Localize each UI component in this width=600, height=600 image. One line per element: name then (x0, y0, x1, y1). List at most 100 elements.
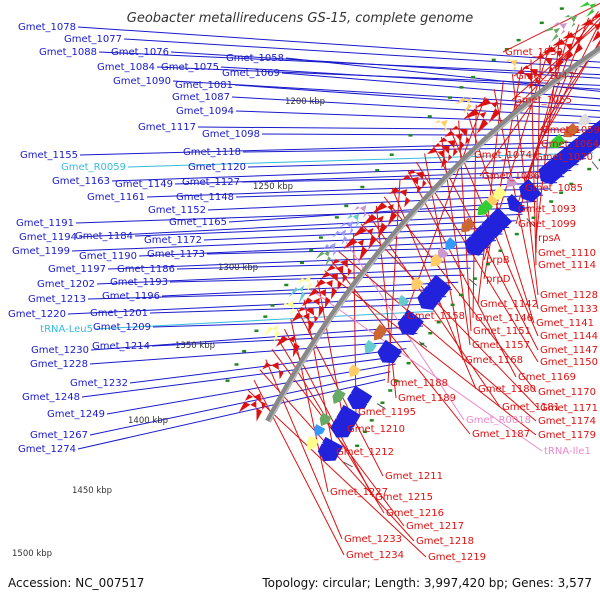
inner-marker (539, 21, 544, 25)
outer-marker (531, 216, 536, 220)
gene-label-right: Gmet_1189 (398, 393, 456, 404)
leader-line (77, 379, 386, 450)
gene-label-right: Gmet_1144 (540, 331, 598, 342)
gene-label-right: Gmet_1168 (465, 355, 523, 366)
gene-label-left: Gmet_1220 (8, 309, 66, 320)
tick-mark (468, 278, 477, 286)
gene-label-left: Gmet_1148 (176, 192, 234, 203)
reverse-gene (451, 125, 470, 145)
gene-label-right: Gmet_1227 (330, 487, 388, 498)
gene-label-left: Gmet_1197 (48, 264, 106, 275)
gene-label-right: rpsA (538, 233, 561, 244)
leader-line (176, 260, 477, 270)
tick-label: 1450 kbp (72, 486, 112, 496)
gene-label-right: Gmet_1212 (336, 447, 394, 458)
leader-line (242, 146, 600, 153)
inner-marker (559, 7, 564, 10)
leader-line (261, 133, 600, 137)
gene-label-left: Gmet_1267 (30, 430, 88, 441)
gene-label-left: Gmet_1161 (87, 192, 145, 203)
gene-label-right: Gmet_1170 (538, 387, 596, 398)
summary-text: Topology: circular; Length: 3,997,420 bp… (261, 576, 592, 590)
leader-line (149, 303, 441, 314)
leader-line (513, 15, 600, 77)
leader-line (77, 26, 600, 63)
leader-line (89, 340, 412, 365)
inner-marker (491, 58, 496, 62)
gene-label-right: Gmet_1032 (505, 47, 563, 58)
gene-label-right: Gmet_1180 (478, 384, 536, 395)
forward-gene (417, 291, 438, 310)
reverse-gene (389, 187, 411, 208)
reverse-gene (522, 65, 540, 85)
outer-marker (388, 389, 393, 392)
reverse-cog-block (282, 300, 295, 314)
tick-mark (591, 161, 599, 170)
gene-label-right: Gmet_1064 (541, 139, 599, 150)
leader-line (156, 66, 600, 86)
inner-marker (334, 216, 339, 219)
leader-line (197, 126, 600, 131)
gene-label-right: Gmet_1099 (518, 219, 576, 230)
inner-marker (263, 315, 268, 318)
forward-cog-block (430, 253, 443, 267)
inner-marker (299, 261, 304, 265)
gene-label-right: Gmet_1218 (416, 536, 474, 547)
leader-line (538, 39, 600, 145)
leader-line (530, 59, 537, 266)
tick-mark (418, 341, 428, 348)
reverse-cog-block (315, 249, 332, 267)
leader-line (502, 2, 600, 53)
gene-label-left: Gmet_1077 (64, 34, 122, 45)
tick-label: 1250 kbp (253, 182, 293, 192)
gene-label-left: Gmet_1196 (102, 291, 160, 302)
gene-label-right: prpB (486, 255, 510, 266)
inner-marker (471, 75, 476, 79)
outer-marker (472, 277, 477, 280)
gene-label-right: Gmet_1147 (540, 345, 598, 356)
leader-line (535, 38, 560, 239)
leader-line (169, 274, 465, 283)
leader-line (161, 281, 459, 297)
gene-label-right: Gmet_1114 (538, 260, 596, 271)
gene-label-left: Gmet_1098 (202, 129, 260, 140)
gene-label-right: Gmet_1181 (502, 402, 560, 413)
gene-label-left: Gmet_1274 (18, 444, 76, 455)
backbone-highlight (269, 50, 600, 423)
leader-line (152, 318, 429, 328)
leader-line (353, 233, 357, 413)
inner-marker (427, 115, 432, 118)
inner-marker (447, 96, 452, 99)
leader-line (231, 96, 600, 118)
gene-label-left: Gmet_1069 (222, 68, 280, 79)
leader-line (78, 213, 523, 238)
gene-label-right: Gmet_1093 (518, 204, 576, 215)
leader-line (281, 72, 600, 100)
tick-mark (343, 461, 353, 468)
reverse-gene (314, 279, 338, 300)
leader-line (532, 20, 600, 158)
outer-marker (569, 182, 574, 186)
leader-line (106, 363, 396, 415)
leader-line (123, 38, 600, 69)
reverse-gene (343, 237, 368, 262)
leader-line (234, 84, 600, 112)
forward-cog-block (461, 217, 476, 233)
gene-label-right: Gmet_1146 (475, 313, 533, 324)
tick-label: 1200 kbp (285, 97, 325, 107)
inner-marker (504, 48, 509, 51)
gene-label-right: Gmet_1158 (407, 311, 465, 322)
gene-label-right: Gmet_1047 (516, 71, 574, 82)
inner-marker (389, 153, 394, 156)
gene-label-left: Gmet_1194 (19, 232, 77, 243)
forward-gene (538, 159, 563, 185)
tick-mark (376, 403, 386, 410)
gene-label-left: Gmet_1152 (148, 205, 206, 216)
gene-tracks (225, 1, 600, 462)
gene-label-right: Gmet_1157 (472, 340, 530, 351)
leader-line (170, 51, 600, 79)
tick-label: 1400 kbp (128, 416, 168, 426)
reverse-gene (591, 12, 600, 19)
